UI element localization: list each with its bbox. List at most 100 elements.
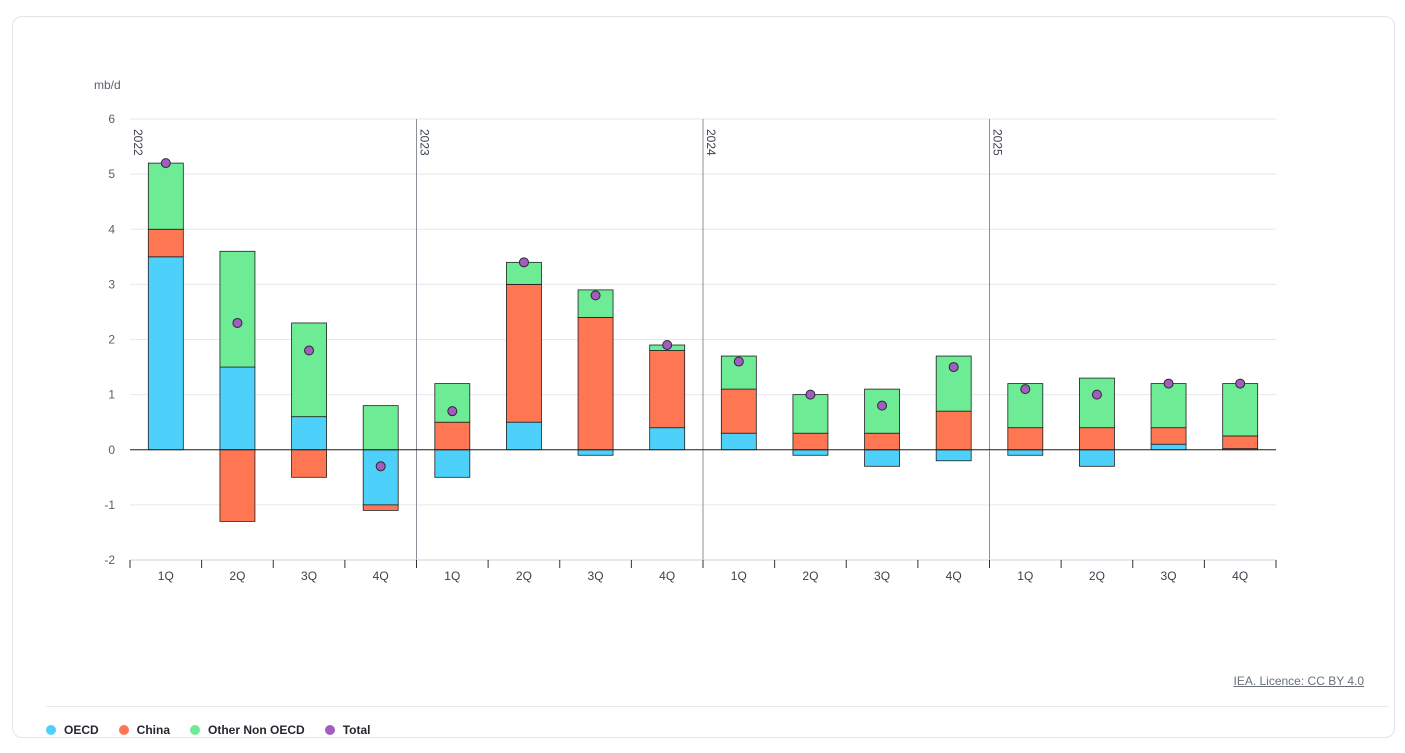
bar-other-non-oecd [362,405,399,451]
y-tick-label: -2 [104,553,115,567]
legend-label-oecd: OECD [64,723,99,737]
bar-china [792,432,829,451]
bar-china [649,350,686,429]
legend-label-total: Total [342,723,371,737]
bar-oecd [147,256,184,451]
bar-china [577,317,614,451]
bar-oecd [649,427,686,451]
x-tick-label: 1Q [444,569,460,583]
legend-item-total[interactable]: Total [324,723,371,737]
year-label: 2023 [418,129,432,156]
x-tick-label: 1Q [1017,569,1033,583]
x-tick-label: 1Q [158,569,174,583]
bar-oecd [1007,449,1044,456]
total-marker [160,158,171,169]
y-tick-label: 4 [108,222,115,236]
bar-oecd [577,449,614,456]
total-marker [518,257,529,268]
x-tick-label: 4Q [1232,569,1248,583]
bar-other-non-oecd [792,394,829,434]
bar-other-non-oecd [434,383,471,423]
y-tick-label: 0 [108,443,115,457]
bar-other-non-oecd [219,250,256,368]
legend-item-oecd[interactable]: OECD [46,723,99,737]
total-marker [1235,378,1246,389]
bar-oecd [1150,443,1187,451]
x-tick-label: 2Q [802,569,818,583]
x-tick-label: 3Q [874,569,890,583]
legend-swatch-other-non-oecd [190,725,201,735]
x-tick-label: 3Q [588,569,604,583]
x-tick-label: 4Q [946,569,962,583]
total-marker [232,317,243,328]
bar-oecd [291,416,327,451]
bar-oecd [1079,449,1115,467]
x-tick-label: 2Q [229,569,245,583]
y-tick-label: -1 [104,498,115,512]
bar-other-non-oecd [864,388,900,434]
bar-china [434,421,471,451]
bar-other-non-oecd [720,355,757,390]
chart-area: mb/d -2 -1 0 1 2 3 4 5 6 2022 2023 2024 2025 1Q 2Q 3Q 4Q 1… [94,78,1277,583]
bar-other-non-oecd [1222,383,1259,437]
bar-china [720,388,757,434]
x-tick-label: 3Q [301,569,317,583]
bar-china [506,283,542,423]
y-tick-label: 1 [108,388,115,402]
legend-swatch-total [324,725,335,735]
y-tick-label: 3 [108,277,115,291]
total-marker [590,290,601,301]
y-unit-label: mb/d [94,78,121,92]
total-marker [733,356,744,367]
total-marker [1091,389,1102,400]
x-tick-label: 2Q [1089,569,1105,583]
bar-china [362,504,399,511]
y-tick-label: 2 [108,333,115,347]
x-tick-label: 3Q [1161,569,1177,583]
legend-item-other-non-oecd[interactable]: Other Non OECD [190,723,305,737]
legend-item-china[interactable]: China [118,723,171,737]
total-marker [948,362,959,373]
total-marker [447,406,458,417]
bar-oecd [362,449,399,506]
legend-label-other-non-oecd: Other Non OECD [208,723,305,737]
y-tick-label: 5 [108,167,115,181]
bar-china [291,449,327,478]
licence-link[interactable]: IEA. Licence: CC BY 4.0 [1233,674,1364,688]
legend-divider [46,706,1388,707]
legend-label-china: China [136,723,171,737]
total-marker [1020,384,1031,395]
total-marker [304,345,315,356]
bar-other-non-oecd [1150,383,1187,429]
year-label: 2024 [704,129,718,156]
bar-other-non-oecd [1079,377,1115,429]
total-marker [1163,378,1174,389]
bar-oecd [864,449,900,467]
year-label: 2025 [991,129,1005,156]
bar-china [219,449,256,522]
bar-oecd [434,449,471,478]
bar-other-non-oecd [291,322,327,418]
x-tick-label: 4Q [373,569,389,583]
bar-oecd [506,421,542,451]
bar-china [147,228,184,258]
bar-china [1007,427,1044,451]
bar-china [1150,427,1187,445]
x-tick-label: 4Q [659,569,675,583]
bar-china [1222,435,1259,450]
legend-swatch-oecd [46,725,56,735]
chart-card: mb/d -2 -1 0 1 2 3 4 5 6 2022 2023 2024 2025 1Q 2Q 3Q 4Q 1… [12,16,1395,738]
total-marker [375,461,386,472]
legend: OECD China Other Non OECD Total [46,723,370,737]
total-marker [877,400,888,411]
bar-china [935,410,972,451]
total-marker [662,340,673,351]
bar-china [1079,427,1115,451]
x-tick-label: 1Q [731,569,747,583]
x-tick-label: 2Q [516,569,532,583]
bar-oecd [720,432,757,451]
bar-china [864,432,900,451]
y-tick-label: 6 [108,112,115,126]
bar-other-non-oecd [147,162,184,230]
total-marker [805,389,816,400]
